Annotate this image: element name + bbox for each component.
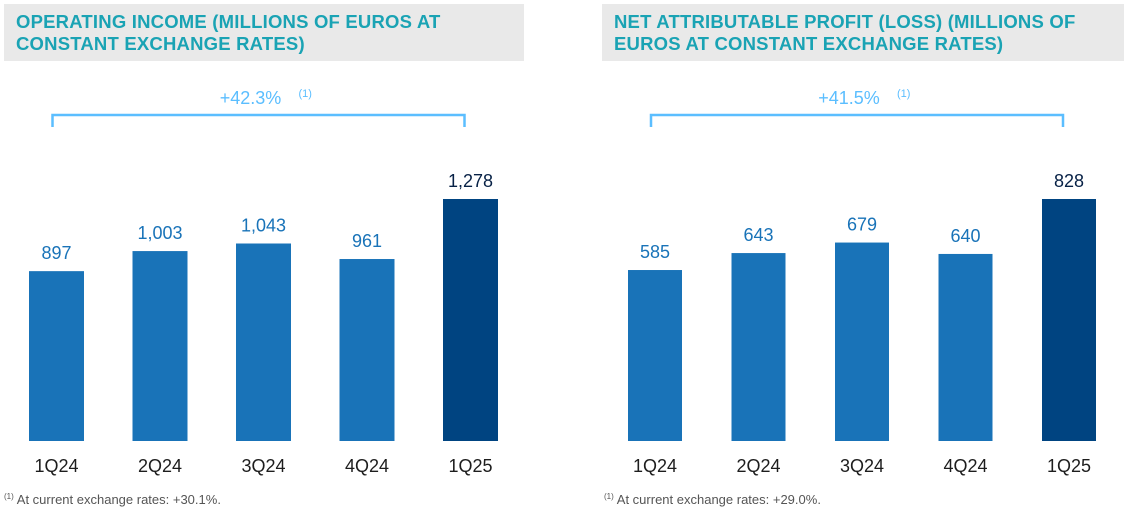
category-tick-label: 1Q24: [633, 456, 677, 476]
category-tick-label: 3Q24: [840, 456, 884, 476]
bar-4q24: [938, 253, 993, 441]
value-label: 585: [640, 242, 670, 262]
category-tick-label: 1Q24: [34, 456, 78, 476]
value-label: 679: [847, 215, 877, 235]
footnote-marker: (1): [4, 492, 14, 501]
bar-2q24: [132, 251, 188, 441]
footnote: (1) At current exchange rates: +29.0%.: [604, 492, 821, 507]
bar-1q25: [443, 199, 498, 441]
operating-income-chart: 897 1Q24 1,003 2Q24 1,043 3Q24 961 4Q24 1,278 1Q2…: [29, 88, 498, 476]
category-tick-label: 1Q25: [1047, 456, 1091, 476]
bar-3q24: [236, 243, 291, 441]
operating-income-panel: OPERATING INCOME (MILLIONS OF EUROS AT C…: [0, 0, 530, 516]
growth-footnote-marker: (1): [897, 88, 910, 100]
value-label: 643: [743, 225, 773, 245]
category-tick-label: 4Q24: [943, 456, 987, 476]
growth-footnote-marker: (1): [299, 88, 312, 100]
bar-1q24: [29, 271, 84, 441]
footnote-marker: (1): [604, 492, 614, 501]
category-tick-label: 3Q24: [241, 456, 285, 476]
growth-label: +41.5%: [818, 88, 880, 108]
category-tick-label: 4Q24: [345, 456, 389, 476]
category-tick-label: 2Q24: [138, 456, 182, 476]
value-label: 1,003: [137, 223, 182, 243]
bar-2q24: [731, 253, 786, 441]
bar-3q24: [835, 242, 889, 441]
growth-label: +42.3%: [220, 88, 282, 108]
category-tick-label: 2Q24: [736, 456, 780, 476]
net-profit-panel: NET ATTRIBUTABLE PROFIT (LOSS) (MILLIONS…: [600, 0, 1127, 516]
value-label: 897: [41, 243, 71, 263]
value-label: 1,043: [241, 215, 286, 235]
chart-title-box: OPERATING INCOME (MILLIONS OF EUROS AT C…: [4, 4, 524, 61]
net-profit-chart: 585 1Q24 643 2Q24 679 3Q24 640 4Q24 828 1Q25 +41.5…: [628, 88, 1096, 476]
bar-4q24: [339, 259, 395, 441]
footnote-text: At current exchange rates: +29.0%.: [616, 492, 821, 507]
footnote-text: At current exchange rates: +30.1%.: [16, 492, 221, 507]
category-tick-label: 1Q25: [448, 456, 492, 476]
growth-bracket: [51, 113, 466, 127]
chart-title: NET ATTRIBUTABLE PROFIT (LOSS) (MILLIONS…: [614, 11, 1076, 54]
chart-title: OPERATING INCOME (MILLIONS OF EUROS AT C…: [16, 11, 441, 54]
value-label: 828: [1054, 171, 1084, 191]
footnote: (1) At current exchange rates: +30.1%.: [4, 492, 221, 507]
value-label: 1,278: [448, 171, 493, 191]
value-label: 961: [352, 231, 382, 251]
value-label: 640: [950, 226, 980, 246]
chart-title-box: NET ATTRIBUTABLE PROFIT (LOSS) (MILLIONS…: [602, 4, 1124, 61]
bar-1q25: [1042, 199, 1096, 441]
growth-bracket: [649, 113, 1065, 127]
bar-1q24: [628, 270, 682, 441]
